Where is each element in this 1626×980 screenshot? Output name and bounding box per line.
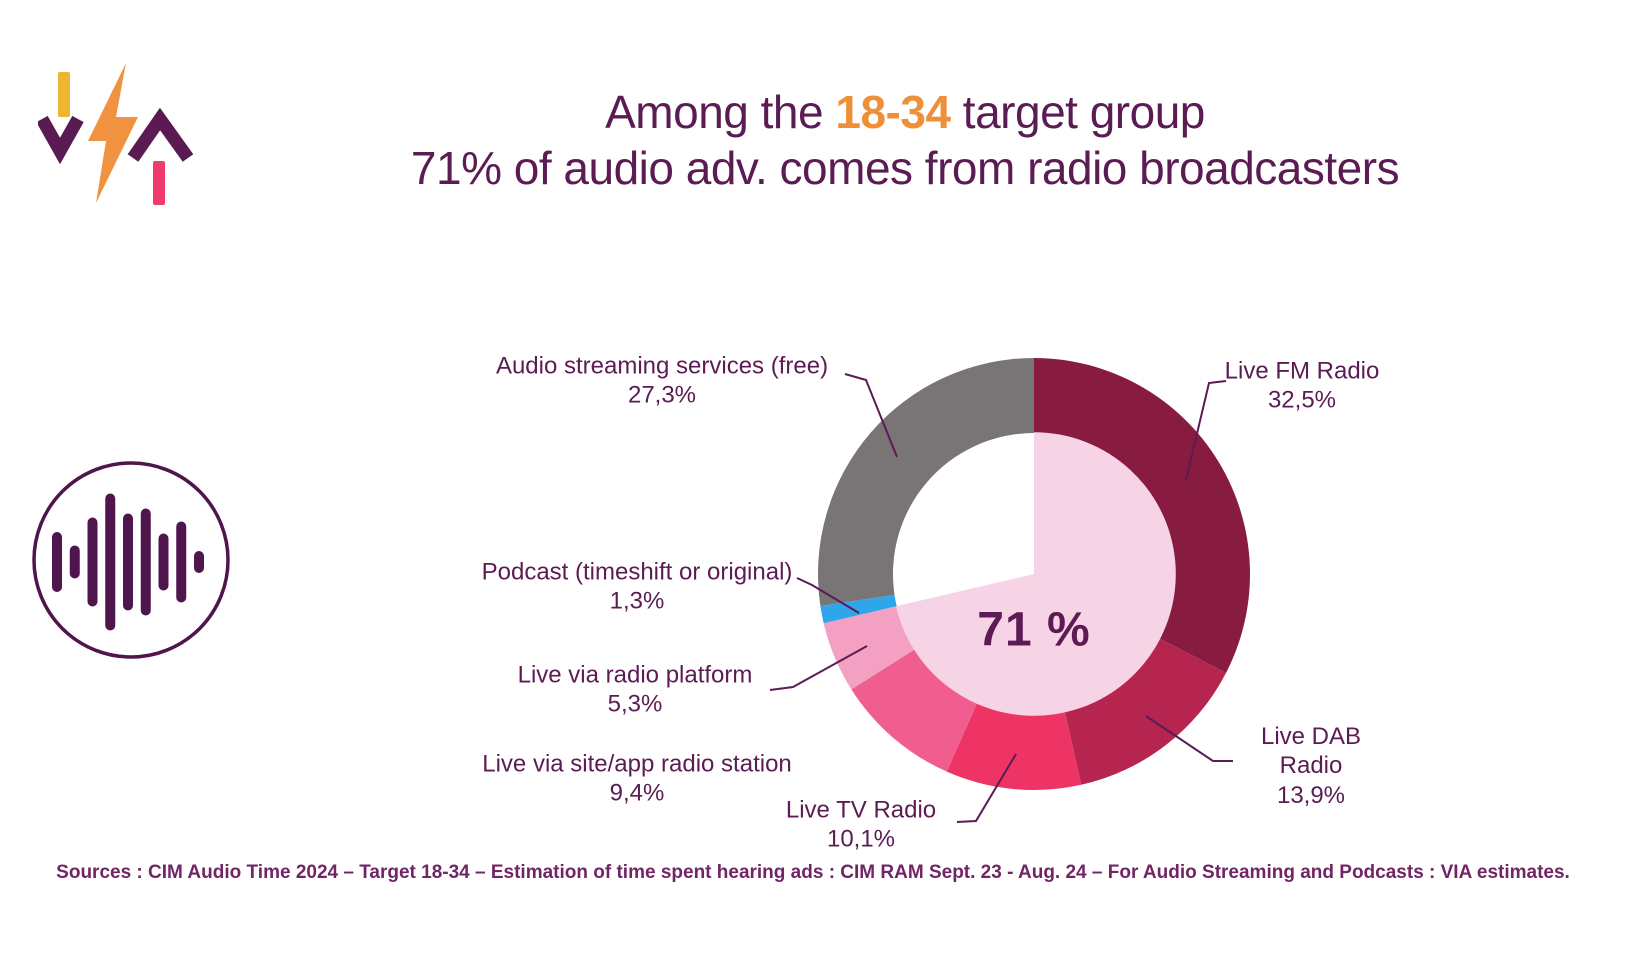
leader-line-segment-5: [796, 577, 860, 614]
donut-center-value: 71 %: [977, 603, 1091, 657]
title-line1-after: target group: [950, 86, 1206, 138]
donut-segment-5: [820, 594, 897, 624]
logo-v-icon: [38, 115, 84, 165]
logo-yellow-bar-icon: [58, 72, 70, 117]
sources-note: Sources : CIM Audio Time 2024 – Target 1…: [56, 862, 1570, 883]
leader-line-segment-1: [1145, 715, 1233, 762]
leader-line-segment-6: [844, 373, 898, 458]
donut-segment-6: [818, 358, 1034, 606]
lightning-bolt-icon: [88, 63, 138, 203]
title-line1: Among the 18-34 target group: [184, 84, 1626, 140]
page-title: Among the 18-34 target group 71% of audi…: [184, 84, 1626, 196]
audio-waveform-icon: [32, 461, 230, 659]
donut-segment-4: [823, 606, 915, 690]
waveform-bars: [52, 493, 204, 631]
donut-segment-1: [1064, 638, 1227, 785]
leader-line-segment-0: [1185, 380, 1227, 481]
donut-segment-2: [946, 703, 1082, 791]
donut-segment-3: [851, 649, 978, 772]
leader-line-segment-4: [769, 645, 868, 691]
title-line1-before: Among the: [605, 86, 836, 138]
leader-line-segment-2: [956, 753, 1017, 823]
donut-inner-wedge: [895, 432, 1176, 716]
via-logo: [38, 63, 194, 205]
title-line2: 71% of audio adv. comes from radio broad…: [410, 142, 1400, 194]
logo-pink-bar-icon: [153, 161, 165, 205]
title-highlight-18-34: 18-34: [835, 86, 951, 138]
logo-caret-icon: [127, 107, 194, 162]
